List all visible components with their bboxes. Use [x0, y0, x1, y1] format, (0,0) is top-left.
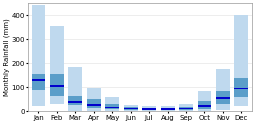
Bar	[68, 95, 82, 105]
Y-axis label: Monthly Rainfall (mm): Monthly Rainfall (mm)	[4, 18, 10, 96]
Bar	[105, 107, 119, 108]
Bar	[31, 5, 45, 106]
Bar	[178, 104, 192, 111]
Bar	[178, 107, 192, 110]
Bar	[123, 105, 137, 111]
Bar	[233, 78, 247, 97]
Bar	[142, 108, 155, 110]
Bar	[160, 108, 174, 110]
Bar	[215, 97, 229, 99]
Bar	[123, 108, 137, 110]
Bar	[197, 105, 211, 107]
Bar	[233, 15, 247, 106]
Bar	[31, 79, 45, 81]
Bar	[142, 108, 155, 110]
Bar	[105, 104, 119, 109]
Bar	[142, 106, 155, 111]
Bar	[197, 91, 211, 111]
Bar	[87, 104, 100, 106]
Bar	[123, 108, 137, 109]
Bar	[87, 99, 100, 108]
Bar	[31, 74, 45, 90]
Bar	[87, 88, 100, 111]
Bar	[160, 108, 174, 110]
Bar	[160, 106, 174, 111]
Bar	[233, 88, 247, 89]
Bar	[50, 26, 64, 104]
Bar	[197, 101, 211, 109]
Bar	[215, 91, 229, 104]
Bar	[50, 85, 64, 87]
Bar	[68, 101, 82, 103]
Bar	[68, 67, 82, 111]
Bar	[50, 74, 64, 95]
Bar	[178, 108, 192, 109]
Bar	[105, 97, 119, 111]
Bar	[215, 69, 229, 110]
